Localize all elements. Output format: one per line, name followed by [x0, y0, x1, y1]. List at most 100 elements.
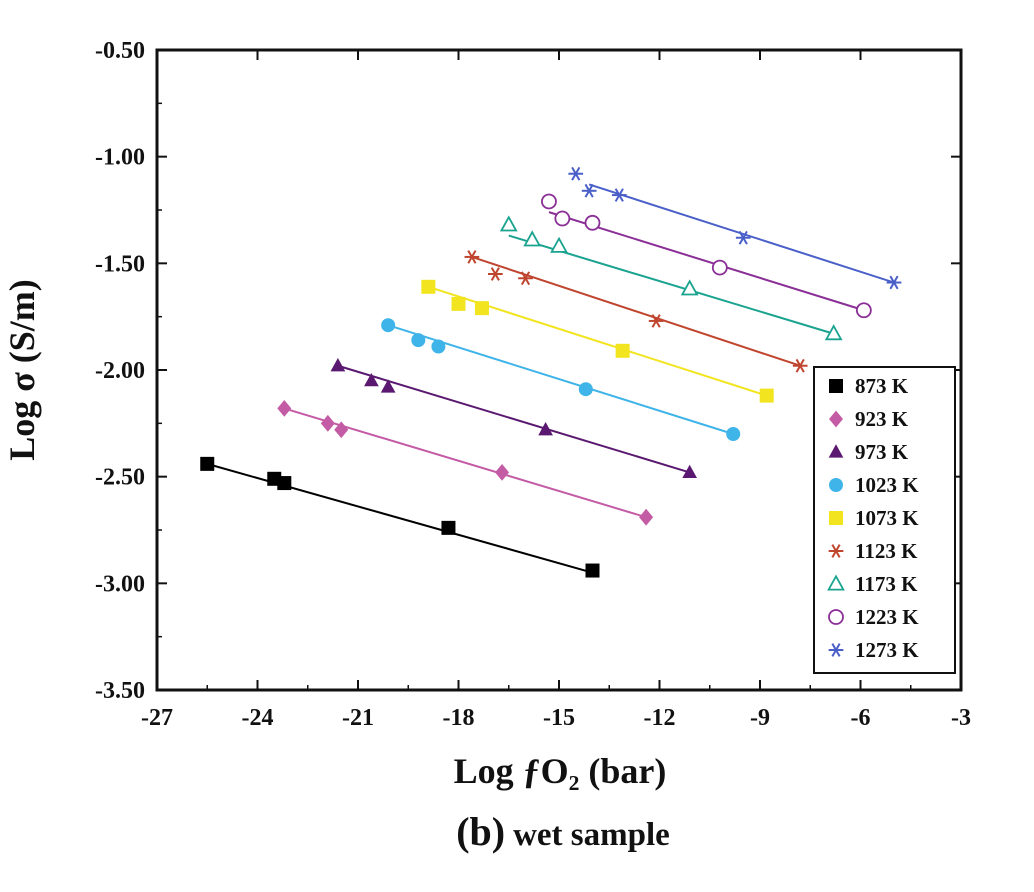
x-tick-label: -18 — [443, 705, 475, 731]
data-point-series-1 — [639, 508, 654, 526]
marker-circle-filled — [829, 478, 843, 492]
marker-diamond-filled — [277, 400, 292, 417]
data-point-series-4 — [474, 301, 489, 316]
data-point-series-8 — [611, 188, 627, 202]
marker-triangle-filled — [538, 422, 553, 436]
data-point-series-0 — [585, 563, 600, 578]
legend-label: 1073 K — [855, 506, 919, 530]
marker-diamond-filled — [829, 410, 843, 428]
x-tick-label: -24 — [242, 705, 274, 731]
data-point-series-8 — [735, 230, 751, 245]
marker-asterisk — [520, 271, 531, 286]
data-point-series-7 — [541, 193, 557, 210]
legend-marker — [829, 478, 843, 492]
marker-asterisk — [584, 183, 594, 198]
data-point-series-3 — [578, 382, 593, 397]
marker-circle-open — [584, 214, 601, 231]
x-tick-label: -27 — [141, 705, 173, 731]
legend-label: 1273 K — [855, 638, 919, 662]
data-point-series-0 — [200, 456, 215, 471]
marker-asterisk — [795, 358, 805, 373]
marker-diamond-filled — [334, 421, 349, 439]
marker-diamond-filled — [639, 508, 654, 526]
data-point-series-6 — [523, 230, 542, 247]
fit-line-series-7 — [548, 211, 865, 312]
data-point-series-2 — [538, 422, 553, 436]
data-point-series-4 — [615, 343, 630, 358]
y-tick-label: -2.00 — [95, 358, 145, 384]
marker-square-filled — [615, 343, 630, 358]
marker-diamond-filled — [320, 414, 335, 432]
marker-asterisk — [738, 230, 748, 245]
data-point-series-5 — [488, 267, 503, 281]
marker-triangle-filled — [682, 464, 697, 478]
fit-line-series-2 — [337, 364, 690, 474]
y-axis-title: Log σ (S/m) — [2, 279, 42, 461]
marker-circle-open — [711, 259, 728, 276]
x-tick-label: -21 — [342, 705, 374, 731]
legend-label: 873 K — [855, 374, 909, 398]
marker-square-filled — [829, 379, 843, 393]
marker-square-filled — [441, 520, 456, 535]
y-tick-label: -1.50 — [95, 251, 145, 277]
data-point-series-2 — [380, 379, 396, 393]
data-point-series-0 — [277, 476, 292, 491]
marker-square-filled — [421, 279, 436, 294]
x-tick-label: -12 — [644, 705, 676, 731]
legend-label: 973 K — [855, 440, 909, 464]
caption-text: wet sample — [513, 817, 670, 853]
fit-line-series-3 — [387, 324, 734, 435]
y-tick-label: -0.50 — [95, 38, 145, 64]
x-tick-label: -6 — [851, 705, 871, 731]
legend-marker — [828, 544, 844, 558]
data-point-series-3 — [411, 333, 426, 348]
data-point-series-4 — [451, 296, 466, 311]
marker-triangle-filled — [330, 358, 346, 372]
data-point-series-5 — [518, 271, 533, 286]
data-point-series-0 — [441, 520, 456, 535]
legend-label: 1023 K — [855, 473, 919, 497]
marker-triangle-open — [550, 236, 568, 253]
data-point-series-8 — [568, 166, 584, 181]
x-axis-title: Log ƒO₂ (bar) — [454, 751, 667, 791]
marker-triangle-open — [499, 215, 518, 232]
data-point-series-2 — [364, 372, 379, 387]
legend-marker — [829, 379, 843, 393]
fit-lines — [206, 183, 895, 574]
x-tick-label: -9 — [750, 705, 770, 731]
caption-letter: (b) — [456, 809, 505, 854]
data-point-series-4 — [759, 388, 774, 403]
data-point-series-7 — [855, 302, 872, 319]
data-point-series-4 — [421, 279, 436, 294]
marker-asterisk — [831, 643, 841, 657]
y-tick-label: -3.00 — [95, 571, 145, 597]
legend-label: 1223 K — [855, 605, 919, 629]
data-point-series-2 — [682, 464, 697, 478]
legend-marker — [829, 511, 843, 525]
marker-triangle-filled — [364, 372, 379, 387]
marker-circle-open — [855, 302, 872, 319]
caption: (b) wet sample — [456, 809, 670, 854]
marker-circle-open — [541, 193, 557, 210]
marker-circle-filled — [578, 382, 593, 397]
data-point-series-7 — [711, 259, 728, 276]
data-point-series-6 — [499, 215, 518, 232]
y-tick-label: -1.00 — [95, 145, 145, 171]
x-tick-label: -3 — [951, 705, 971, 731]
marker-asterisk — [467, 250, 477, 264]
data-point-series-3 — [726, 427, 741, 441]
data-point-series-1 — [495, 464, 510, 481]
marker-asterisk — [490, 267, 500, 281]
data-point-series-1 — [277, 400, 292, 417]
legend-marker — [828, 609, 844, 625]
x-tick-label: -15 — [543, 705, 575, 731]
marker-square-filled — [585, 563, 600, 578]
fit-line-series-0 — [206, 462, 593, 574]
data-point-series-5 — [792, 358, 808, 373]
data-point-series-3 — [381, 318, 396, 333]
marker-square-filled — [829, 511, 843, 525]
marker-diamond-filled — [495, 464, 510, 481]
data-point-series-6 — [680, 279, 699, 296]
axes-layer: -27 -24 -21 -18 -15 -12 -9 -6 -3 -0.50 -1.00 -1.50 -… — [95, 38, 971, 731]
